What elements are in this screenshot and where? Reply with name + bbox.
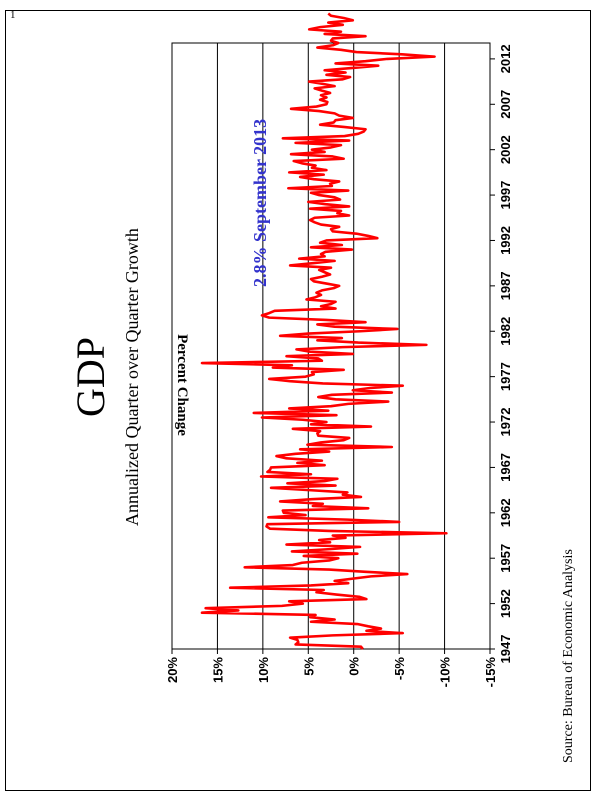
y-tick-label: 0% [347, 657, 362, 676]
y-tick-label: 10% [256, 657, 271, 683]
y-tick-label: 5% [301, 657, 316, 676]
y-tick-label: -15% [483, 657, 498, 688]
x-tick-label: 2002 [498, 135, 513, 164]
x-tick-label: 1967 [498, 453, 513, 482]
gdp-growth-line [200, 12, 448, 650]
x-tick-label: 1947 [498, 635, 513, 664]
x-tick-label: 1987 [498, 271, 513, 300]
page-number: 1 [10, 9, 16, 21]
chart-title: GDP [68, 337, 113, 417]
source-note: Source: Bureau of Economic Analysis [561, 549, 576, 763]
x-tick-label: 1997 [498, 181, 513, 210]
x-tick-label: 2012 [498, 44, 513, 73]
x-tick-label: 1992 [498, 226, 513, 255]
y-tick-label: 20% [165, 657, 180, 683]
plot-area [171, 42, 491, 650]
y-tick-label: -5% [392, 657, 407, 681]
x-tick-label: 1977 [498, 362, 513, 391]
x-tick-label: 1957 [498, 544, 513, 573]
x-tick-label: 1972 [498, 408, 513, 437]
x-tick-label: 1982 [498, 317, 513, 346]
latest-value-annotation: 2.8% September 2013 [250, 119, 270, 287]
page-frame: 1 [5, 9, 591, 791]
x-tick-label: 1962 [498, 498, 513, 527]
chart-subtitle: Annualized Quarter over Quarter Growth [122, 228, 142, 526]
y-tick-label: -10% [438, 657, 453, 688]
x-axis: 1947 1952 1957 1962 1967 1972 1977 1982 1987 1992… [490, 44, 513, 663]
chart-rotated-group: GDP Annualized Quarter over Quarter Grow… [68, 12, 576, 763]
x-tick-label: 1952 [498, 589, 513, 618]
x-tick-label: 2007 [498, 90, 513, 119]
y-axis-title: Percent Change [174, 334, 190, 436]
y-tick-label: 15% [210, 657, 225, 683]
plot-border [171, 42, 491, 650]
